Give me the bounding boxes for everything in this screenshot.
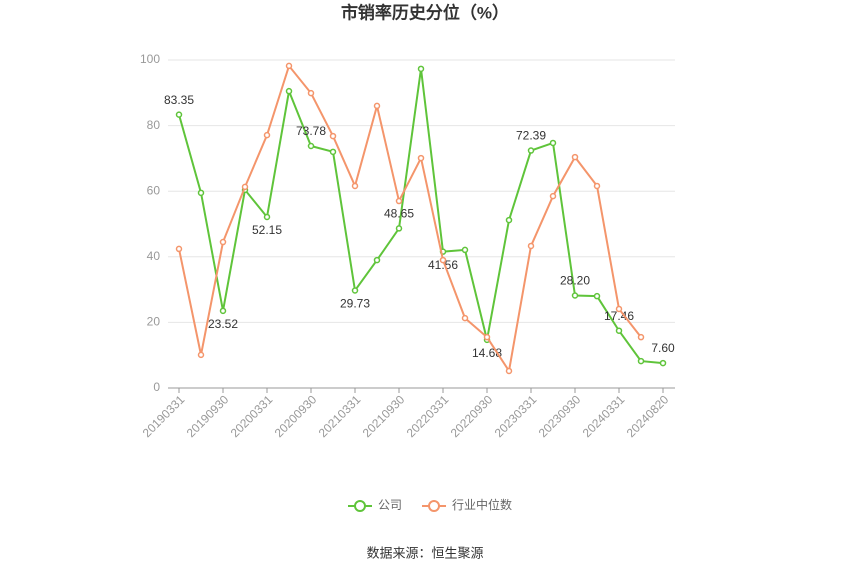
x-tick-label: 20230331 <box>492 392 540 440</box>
data-label: 72.39 <box>516 129 546 143</box>
point <box>593 182 601 190</box>
data-label: 73.78 <box>296 124 326 138</box>
point <box>461 314 469 322</box>
point <box>417 154 425 162</box>
source: 数据来源：恒生聚源 <box>366 545 483 560</box>
series-line <box>178 63 642 374</box>
y-tick-label: 20 <box>147 315 161 329</box>
x-tick-label: 20200331 <box>228 392 276 440</box>
chart-title: 市销率历史分位（%） <box>341 2 509 22</box>
x-tick-label: 20210930 <box>360 392 408 440</box>
point <box>219 238 227 246</box>
legend-item: 行业中位数 <box>422 497 512 512</box>
point <box>329 132 337 140</box>
point <box>637 333 645 341</box>
legend-marker <box>428 500 441 512</box>
point <box>263 213 271 221</box>
point <box>373 256 381 264</box>
point <box>307 142 315 150</box>
x-tick-label: 20190331 <box>140 392 188 440</box>
point <box>571 292 579 299</box>
data-label: 23.52 <box>208 317 238 331</box>
x-tick-label: 20200930 <box>272 392 320 440</box>
legend-label: 公司 <box>378 498 402 512</box>
point <box>241 183 249 191</box>
point <box>175 111 183 118</box>
point <box>263 131 271 139</box>
point <box>505 367 513 375</box>
y-tick-label: 0 <box>153 380 160 394</box>
point <box>659 359 667 367</box>
point <box>417 65 425 73</box>
point <box>615 305 623 313</box>
data-label: 7.60 <box>651 341 675 355</box>
x-tick-label: 20220331 <box>404 392 452 440</box>
y-tick-label: 60 <box>147 183 161 197</box>
data-label: 41.56 <box>428 258 458 272</box>
point <box>461 246 469 254</box>
point <box>549 192 557 200</box>
point <box>439 256 447 264</box>
point <box>197 351 205 359</box>
point <box>637 357 645 365</box>
point <box>571 153 579 161</box>
point <box>285 62 293 70</box>
legend-label: 行业中位数 <box>452 497 512 512</box>
point <box>505 216 513 224</box>
data-label: 48.65 <box>384 207 414 221</box>
series-line <box>178 68 664 365</box>
x-tick-label: 20220930 <box>448 392 496 440</box>
point <box>219 307 227 315</box>
point <box>395 197 403 205</box>
point <box>593 292 601 300</box>
point <box>307 89 315 97</box>
point <box>329 148 337 156</box>
data-label: 52.15 <box>252 223 282 237</box>
x-tick-label: 20190930 <box>184 392 232 440</box>
y-tick-label: 40 <box>147 249 161 263</box>
point <box>527 147 535 154</box>
legend-item: 公司 <box>348 498 402 512</box>
point <box>175 245 183 253</box>
x-tick-label: 20210331 <box>316 392 364 440</box>
x-tick-label: 20240820 <box>624 392 672 440</box>
data-label: 29.73 <box>340 297 370 311</box>
point <box>351 182 359 190</box>
point <box>373 102 381 110</box>
x-tick-label: 20240331 <box>580 392 628 440</box>
point <box>395 225 403 232</box>
y-tick-label: 100 <box>140 52 160 66</box>
point <box>527 242 535 250</box>
point <box>197 189 205 197</box>
data-label: 28.20 <box>560 274 590 288</box>
point <box>549 139 557 147</box>
data-label: 83.35 <box>164 93 194 107</box>
point <box>483 333 491 341</box>
point <box>351 287 359 294</box>
y-tick-label: 80 <box>147 118 161 132</box>
point <box>285 87 293 95</box>
x-tick-label: 20230930 <box>536 392 584 440</box>
legend-marker <box>354 500 366 512</box>
point <box>615 327 623 334</box>
